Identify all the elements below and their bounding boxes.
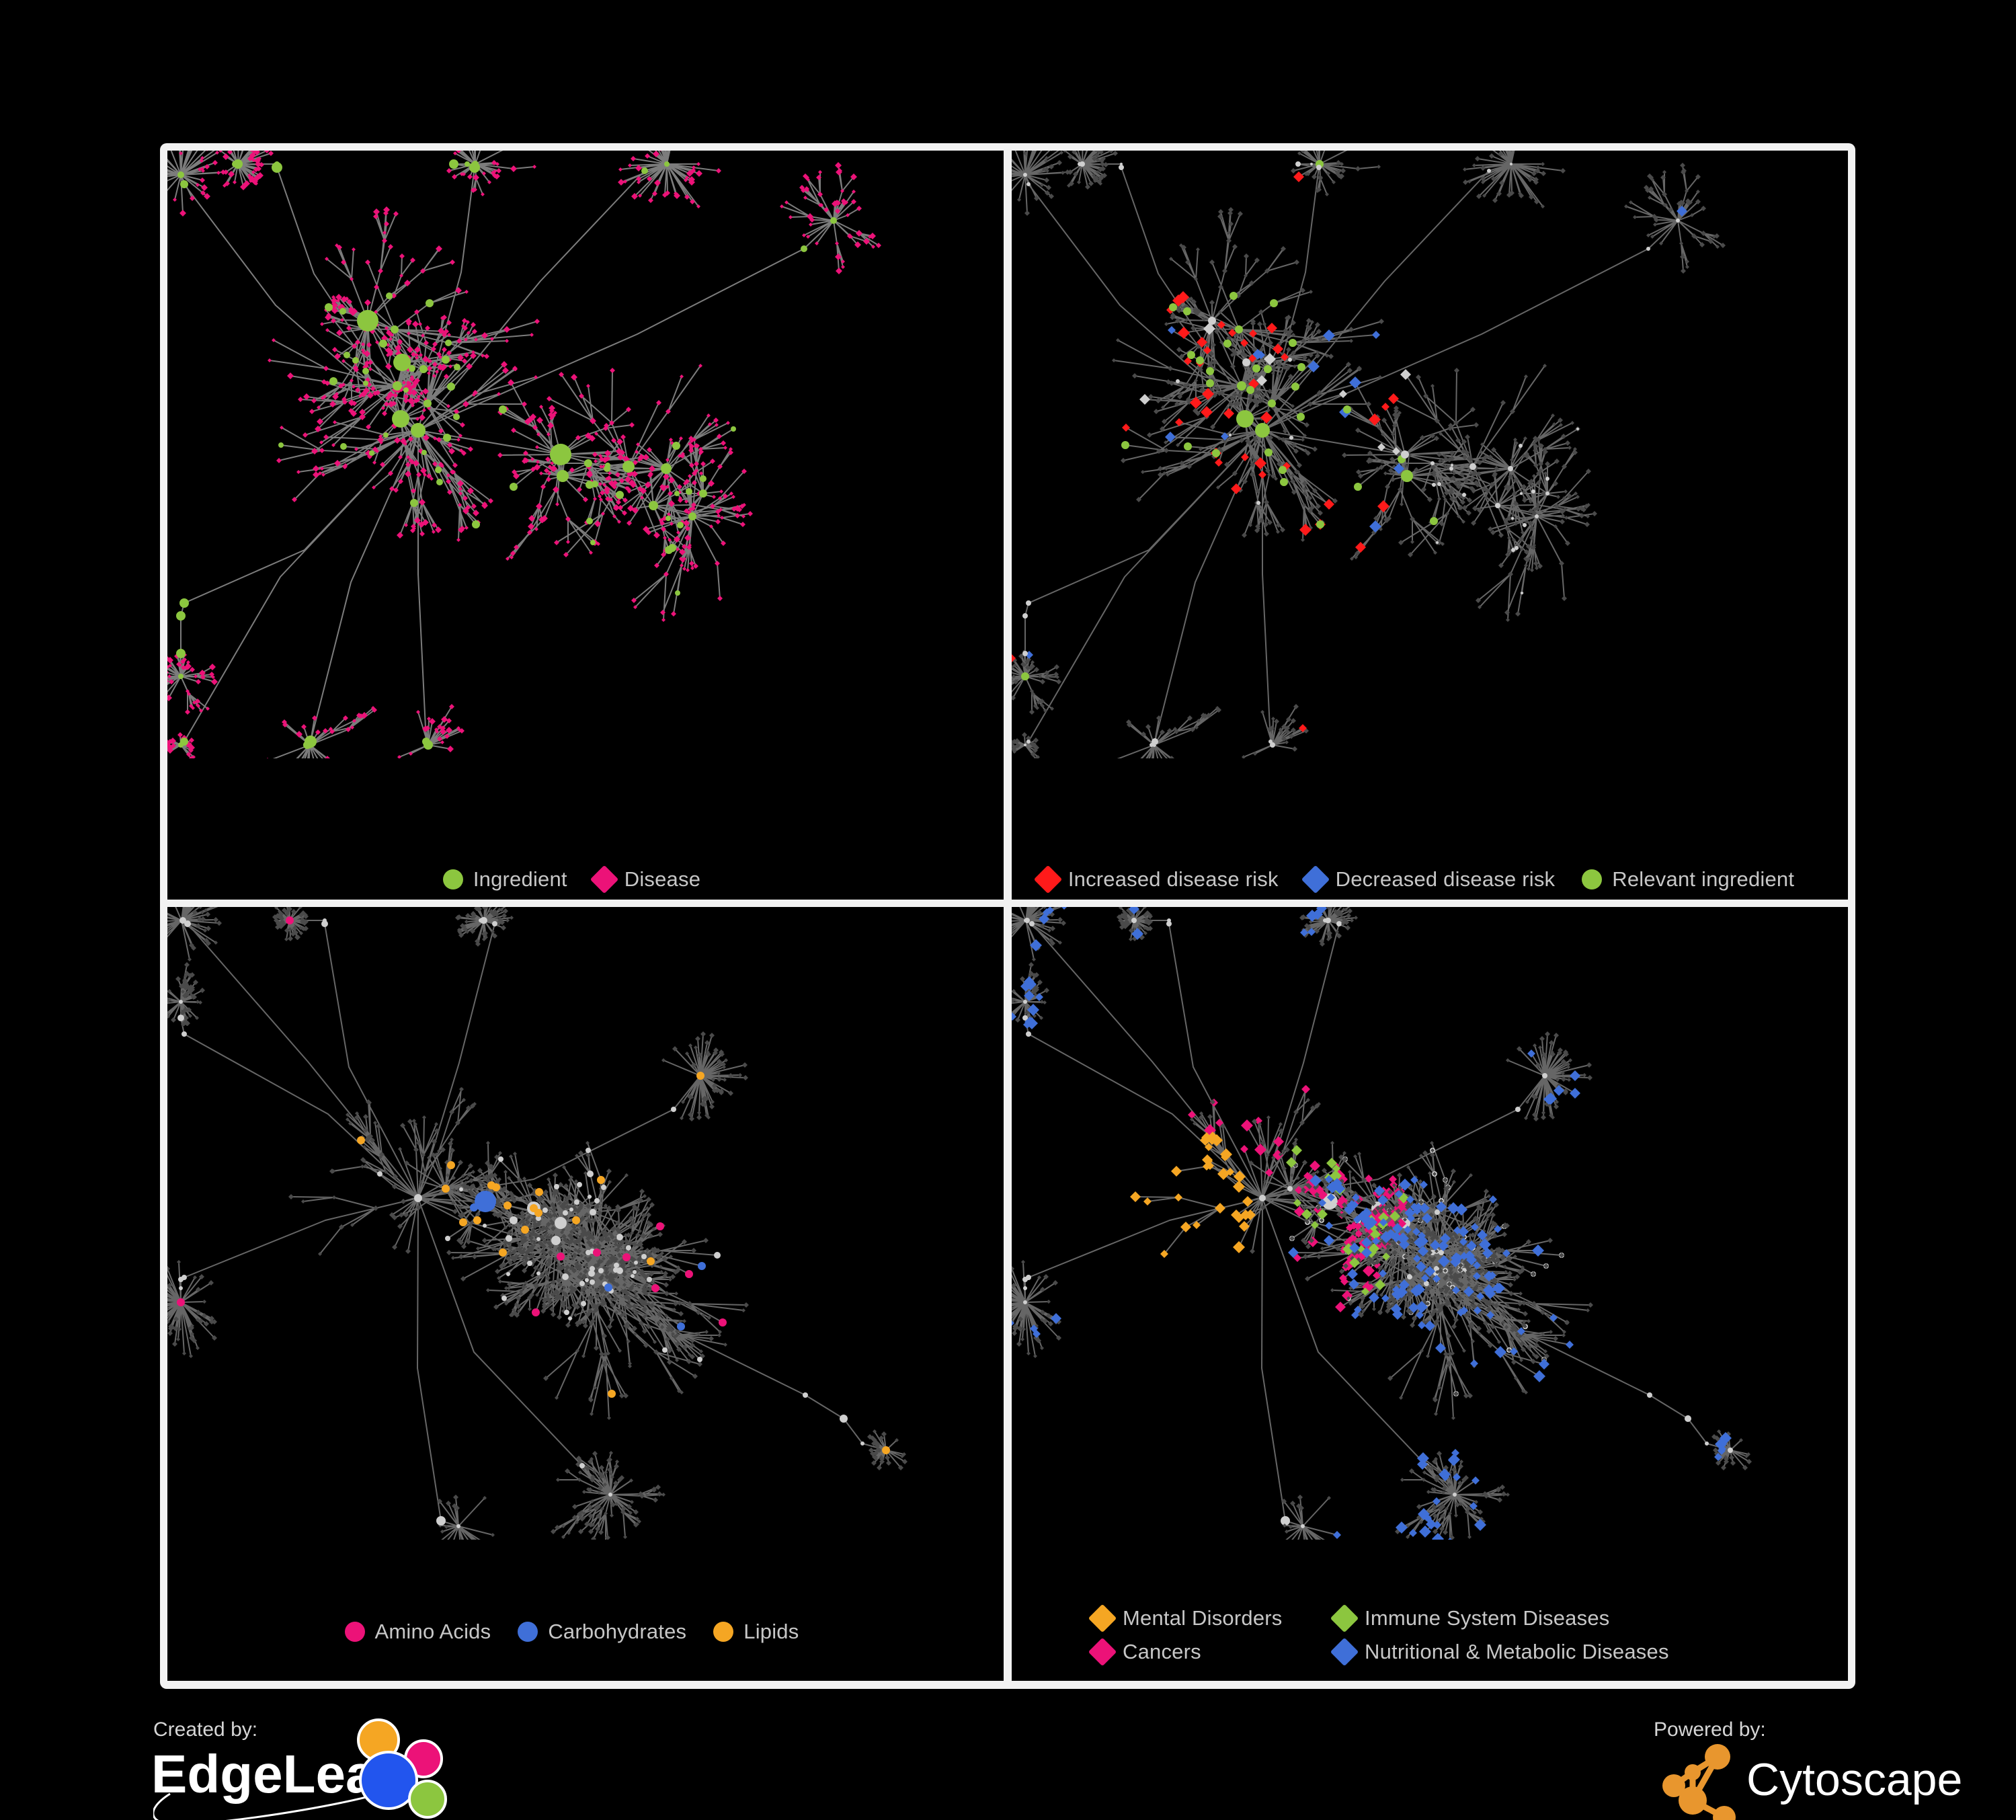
- svg-text:Cytoscape: Cytoscape: [1746, 1754, 1962, 1805]
- svg-text:Created by:: Created by:: [153, 1718, 257, 1741]
- svg-text:Powered by:: Powered by:: [1654, 1718, 1766, 1741]
